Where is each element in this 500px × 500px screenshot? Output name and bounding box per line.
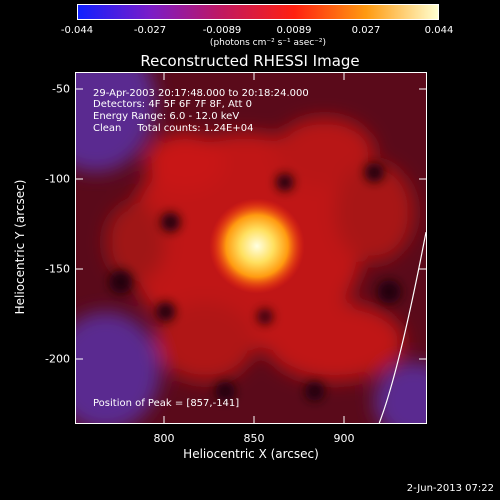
annotation-clean: Clean Total counts: 1.24E+04 [93, 123, 254, 134]
x-tick-label: 800 [153, 432, 175, 445]
plot-title: Reconstructed RHESSI Image [140, 52, 360, 70]
colorbar-tick: -0.027 [133, 25, 167, 36]
y-tick-label: -100 [45, 172, 70, 186]
y-tick-label: -150 [45, 262, 70, 276]
colorbar-tick: 0.027 [351, 25, 381, 36]
annotation-energy: Energy Range: 6.0 - 12.0 keV [93, 111, 240, 122]
annotation-peak-position: Position of Peak = [857,-141] [93, 398, 240, 409]
colorbar-tick: -0.044 [60, 25, 94, 36]
colorbar-unit-label: (photons cm⁻² s⁻¹ asec⁻²) [209, 38, 327, 48]
x-tick-label: 900 [333, 432, 355, 445]
colorbar [77, 4, 439, 20]
timestamp-footer: 2-Jun-2013 07:22 [406, 483, 494, 494]
y-tick-label: -50 [52, 82, 70, 96]
colorbar-tick: 0.044 [424, 25, 454, 36]
annotation-time-range: 29-Apr-2003 20:17:48.000 to 20:18:24.000 [93, 88, 309, 99]
y-axis-label: Heliocentric Y (arcsec) [13, 179, 27, 315]
colorbar-tick: -0.0089 [202, 25, 242, 36]
annotation-detectors: Detectors: 4F 5F 6F 7F 8F, Att 0 [93, 99, 253, 110]
x-tick-label: 850 [243, 432, 265, 445]
colorbar-tick: 0.0089 [276, 25, 312, 36]
y-tick-label: -200 [45, 352, 70, 366]
rhessi-image [76, 73, 426, 423]
image-plot [75, 72, 427, 424]
x-axis-label: Heliocentric X (arcsec) [183, 447, 319, 461]
